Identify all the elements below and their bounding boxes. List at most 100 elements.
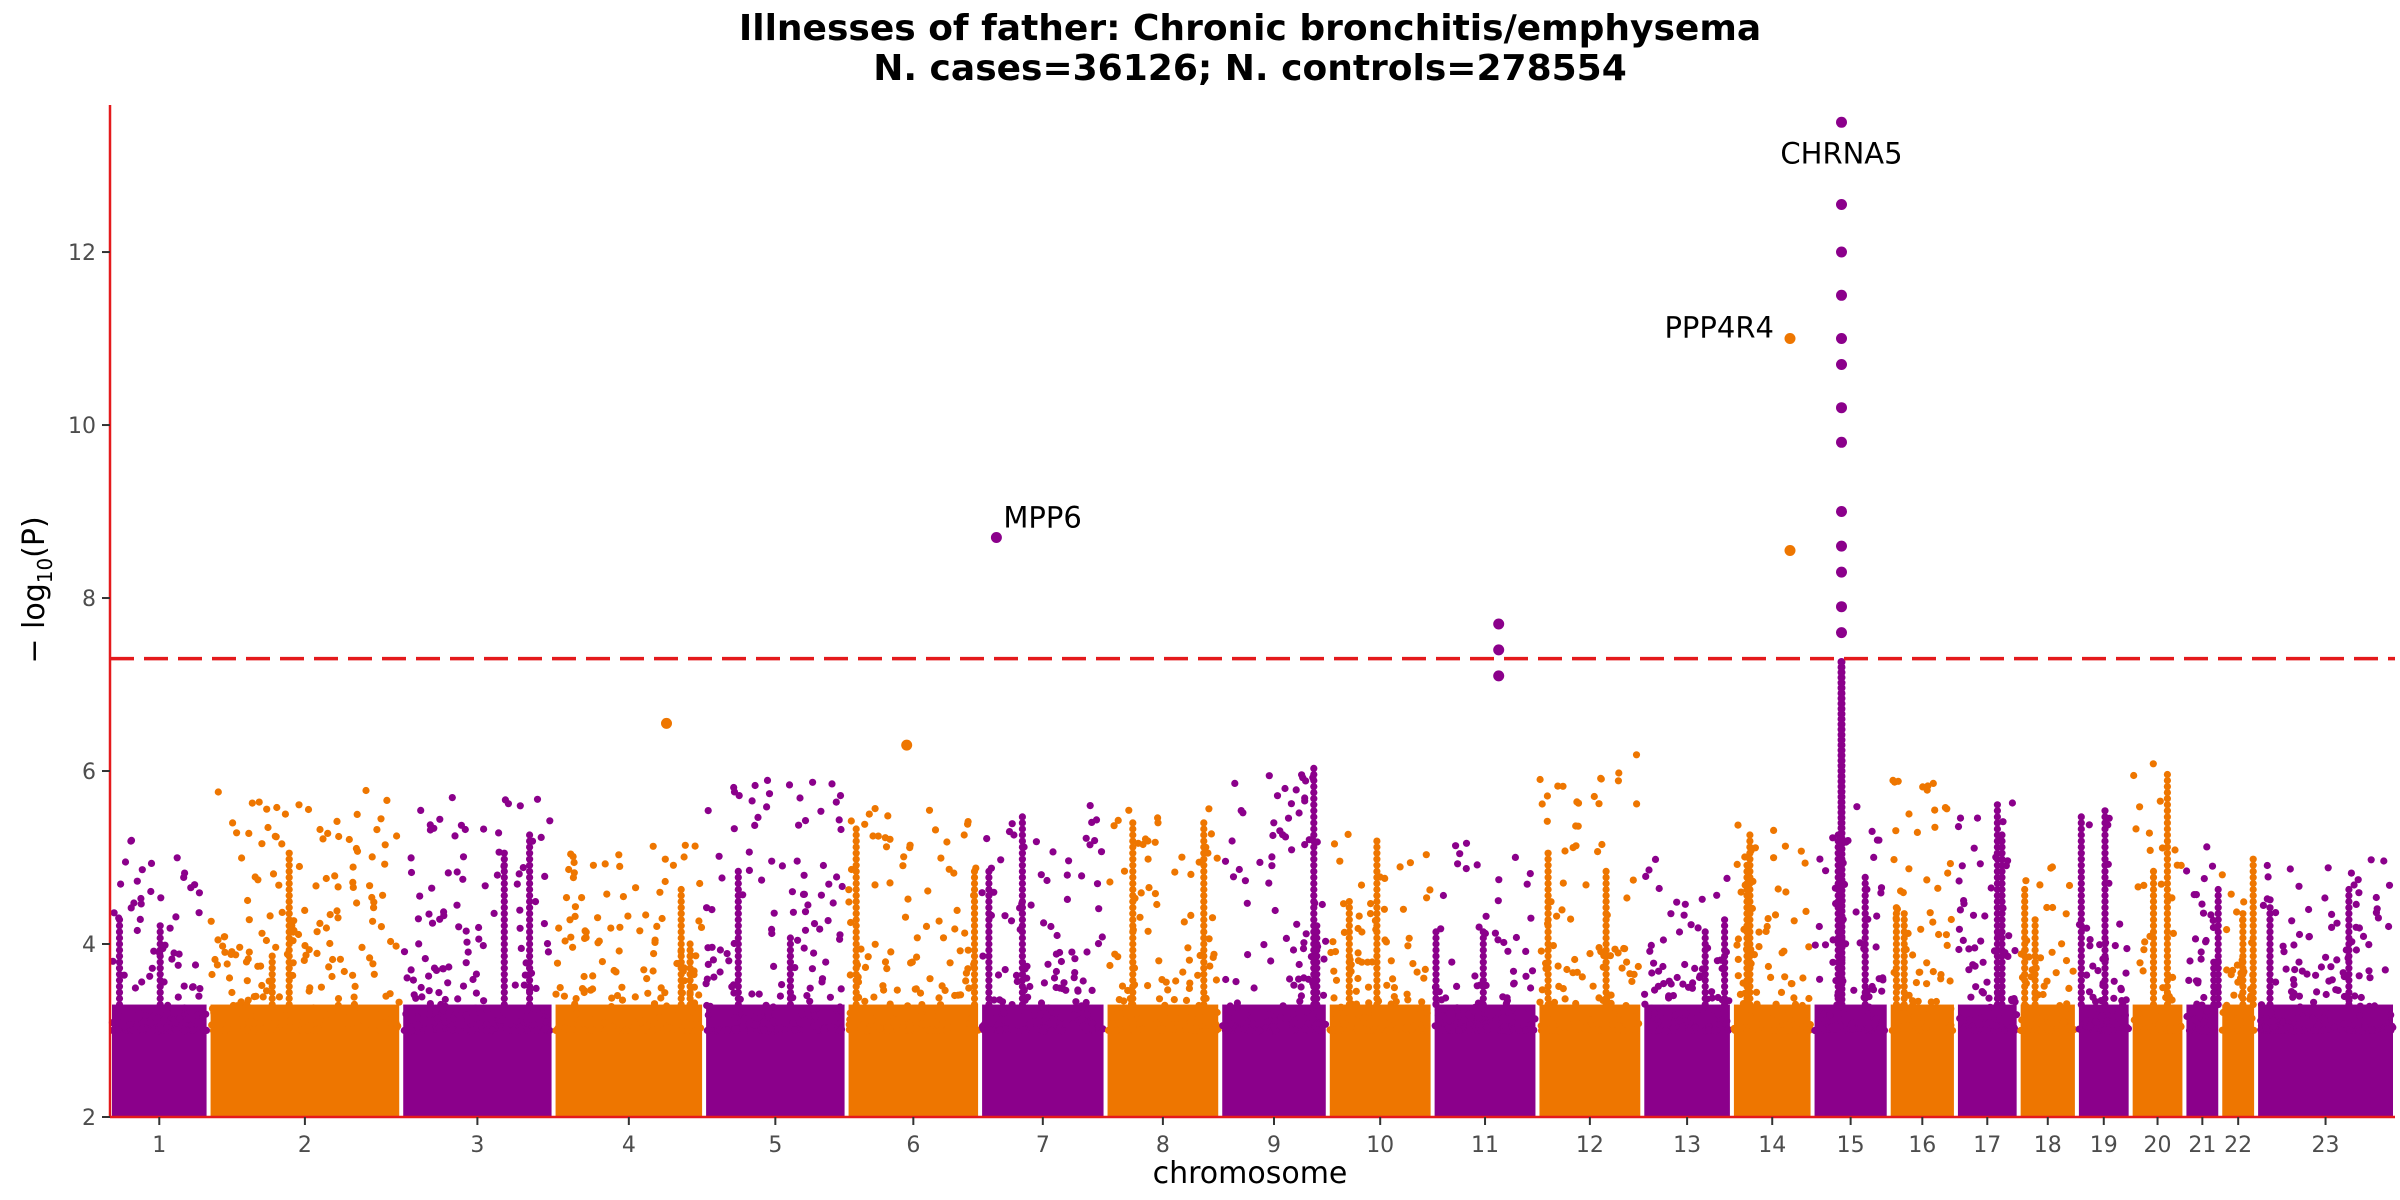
snp-point: [716, 968, 724, 976]
snp-point: [2077, 892, 2085, 900]
snp-point: [1452, 842, 1460, 850]
snp-point: [1462, 839, 1471, 847]
snp-point: [285, 885, 293, 894]
snp-point: [2163, 916, 2171, 924]
snp-point: [734, 898, 742, 906]
chromosome-4-points: [552, 841, 706, 1117]
significant-snp-point: [1493, 618, 1505, 630]
snp-point: [1632, 1026, 1640, 1034]
snp-point: [1345, 958, 1353, 966]
snp-point: [2101, 855, 2109, 863]
snp-point: [2010, 1024, 2018, 1032]
snp-point: [1268, 853, 1276, 861]
snp-point: [1345, 940, 1353, 948]
snp-point: [2345, 982, 2353, 991]
snp-point: [1477, 1026, 1485, 1035]
snp-point: [1439, 891, 1447, 900]
snp-point: [115, 952, 124, 960]
snp-point: [1935, 930, 1943, 939]
snp-point: [1574, 822, 1582, 830]
snp-point: [2233, 961, 2241, 969]
snp-point: [1018, 831, 1026, 839]
snp-point: [1921, 1023, 1930, 1031]
snp-point: [1515, 1026, 1523, 1034]
snp-point: [389, 1026, 397, 1034]
snp-point: [1158, 976, 1166, 984]
snp-point: [587, 1026, 595, 1034]
snp-point: [937, 1026, 945, 1034]
snp-point: [1212, 976, 1220, 984]
snp-point: [2266, 934, 2274, 942]
snp-point: [263, 805, 271, 813]
snp-point: [1018, 940, 1026, 948]
snp-point: [1018, 843, 1026, 851]
snp-point: [1345, 964, 1353, 972]
snp-point: [1479, 1001, 1487, 1009]
snp-point: [1642, 872, 1650, 881]
snp-point: [208, 1021, 216, 1029]
snp-point: [2298, 967, 2306, 975]
snp-point: [1434, 1006, 1442, 1014]
snp-point: [268, 964, 276, 972]
snp-point: [1207, 830, 1215, 838]
snp-point: [2290, 981, 2298, 989]
snp-point: [1544, 946, 1552, 954]
snp-point: [254, 1014, 262, 1022]
snp-point: [1623, 958, 1631, 966]
snp-point: [791, 1026, 799, 1034]
snp-point: [801, 908, 810, 916]
snp-point: [799, 890, 808, 899]
snp-point: [948, 1023, 957, 1032]
snp-point: [307, 1021, 315, 1029]
snp-point: [677, 892, 685, 900]
snp-point: [845, 898, 853, 906]
snp-point: [677, 922, 685, 930]
snp-point: [912, 1024, 920, 1032]
snp-point: [2345, 958, 2353, 966]
snp-point: [677, 970, 685, 978]
snp-point: [1645, 866, 1653, 874]
snp-point: [1208, 1026, 1216, 1034]
snp-point: [2062, 910, 2070, 918]
snp-point: [1129, 898, 1137, 906]
snp-point: [2345, 970, 2353, 978]
snp-point: [1503, 997, 1511, 1005]
snp-point: [1187, 870, 1195, 879]
snp-point: [1615, 1022, 1623, 1030]
snp-point: [2065, 1012, 2073, 1021]
snp-point: [2199, 909, 2208, 917]
snp-point: [686, 952, 694, 960]
snp-point: [1544, 934, 1552, 942]
snp-point: [1701, 1001, 1709, 1009]
snp-point: [1091, 837, 1099, 845]
snp-point: [2031, 940, 2039, 948]
snp-point: [2077, 976, 2085, 984]
snp-point: [1743, 898, 1751, 906]
snp-point: [886, 879, 894, 887]
snp-point: [2101, 964, 2109, 972]
snp-point: [589, 985, 597, 993]
snp-point: [1088, 818, 1096, 827]
snp-point: [1743, 1017, 1751, 1025]
snp-point: [1970, 1026, 1978, 1034]
snp-point: [480, 825, 488, 833]
snp-point: [735, 792, 743, 800]
snp-point: [1310, 813, 1318, 821]
snp-point: [1641, 990, 1649, 998]
snp-point: [1910, 1014, 1918, 1022]
snp-point: [1814, 1017, 1822, 1025]
snp-point: [1026, 982, 1034, 991]
snp-point: [970, 910, 979, 918]
snp-point: [1018, 873, 1026, 882]
snp-point: [1602, 970, 1610, 978]
snp-point: [863, 1026, 871, 1035]
snp-point: [263, 987, 271, 995]
y-tick-label: 8: [82, 587, 96, 612]
snp-point: [1544, 1001, 1552, 1009]
snp-point: [1296, 997, 1304, 1005]
snp-point: [1944, 869, 1952, 877]
snp-point: [962, 977, 970, 985]
snp-point: [1956, 814, 1965, 822]
snp-point: [1432, 970, 1440, 978]
snp-point: [1839, 1009, 1847, 1017]
